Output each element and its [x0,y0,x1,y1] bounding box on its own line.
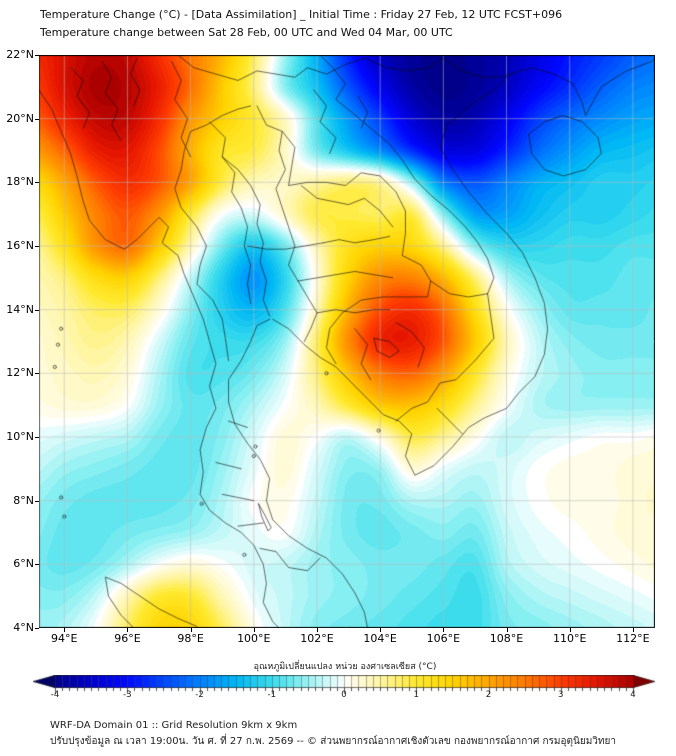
y-axis-tickmark [35,55,39,56]
y-axis-tick-label: 8°N [13,493,34,507]
x-axis-tickmark [190,628,192,632]
y-axis-tickmark [35,628,39,629]
y-axis-tick-label: 4°N [13,621,34,634]
footer-block: WRF-DA Domain 01 :: Grid Resolution 9km … [50,718,616,749]
y-axis-tick-label: 16°N [6,239,34,252]
x-axis-tick-label: 100°E [237,632,271,645]
colorbar-tick-label: -1 [267,690,276,700]
y-axis-tick-label: 6°N [13,557,34,571]
colorbar-tick-label: 1 [413,690,419,700]
page-title: Temperature Change (°C) - [Data Assimila… [40,8,563,21]
y-axis-tickmark [35,564,39,566]
colorbar-tick-label: -3 [123,690,132,700]
x-axis-tick-label: 94°E [51,632,78,645]
colorbar-tick-label: 4 [630,690,636,700]
footer-domain-info: WRF-DA Domain 01 :: Grid Resolution 9km … [50,720,298,731]
y-axis-tick-label: 20°N [6,111,34,125]
colorbar [33,675,655,695]
y-axis-tickmark [35,118,39,120]
colorbar-tick-label: 0 [341,690,347,700]
y-axis-tick-label: 22°N [6,48,34,61]
colorbar-tick-label: -2 [195,690,204,700]
x-axis-tickmark [380,628,382,632]
x-axis-tickmark [316,628,318,632]
temperature-change-field-map [39,55,655,628]
title-block: Temperature Change (°C) - [Data Assimila… [40,6,562,41]
x-axis-tick-label: 110°E [552,632,587,645]
y-axis-tickmark [35,182,39,184]
x-axis-tickmark [443,628,445,632]
page-subtitle: Temperature change between Sat 28 Feb, 0… [40,25,453,39]
x-axis-tick-label: 106°E [426,632,461,645]
colorbar-label: อุณหภูมิเปลี่ยนแปลง หน่วย องศาเซลเซียส (… [253,662,437,672]
x-axis-tickmark [506,628,508,632]
x-axis-tick-label: 98°E [177,632,204,645]
y-axis-tickmark [35,246,39,247]
x-axis-tickmark [632,628,634,632]
x-axis-tick-label: 108°E [489,632,524,645]
x-axis-tick-label: 102°E [300,632,334,645]
y-axis-tick-label: 12°N [6,366,34,380]
colorbar-tick-label: 2 [485,690,492,700]
y-axis-tickmark [35,500,39,502]
colorbar-tick-label: 3 [558,690,564,700]
footer-credit-info: ปรับปรุงข้อมูล ณ เวลา 19:00น. วัน ศ. ที่… [50,735,616,747]
x-axis-tick-label: 96°E [114,632,141,645]
y-axis-tick-label: 18°N [6,175,34,189]
y-axis-tickmark [35,437,39,438]
colorbar-tick-label: -4 [50,690,60,700]
x-axis-tickmark [253,628,255,632]
y-axis-tickmark [35,309,39,311]
y-axis-tickmark [35,373,39,375]
y-axis-tick-label: 10°N [6,430,34,443]
y-axis-tick-label: 14°N [6,302,34,316]
x-axis-tickmark [127,628,129,632]
x-axis-tick-label: 104°E [363,632,397,645]
x-axis-tickmark [64,628,66,632]
x-axis-tick-label: 112°E [616,632,650,645]
x-axis-tickmark [569,628,571,632]
